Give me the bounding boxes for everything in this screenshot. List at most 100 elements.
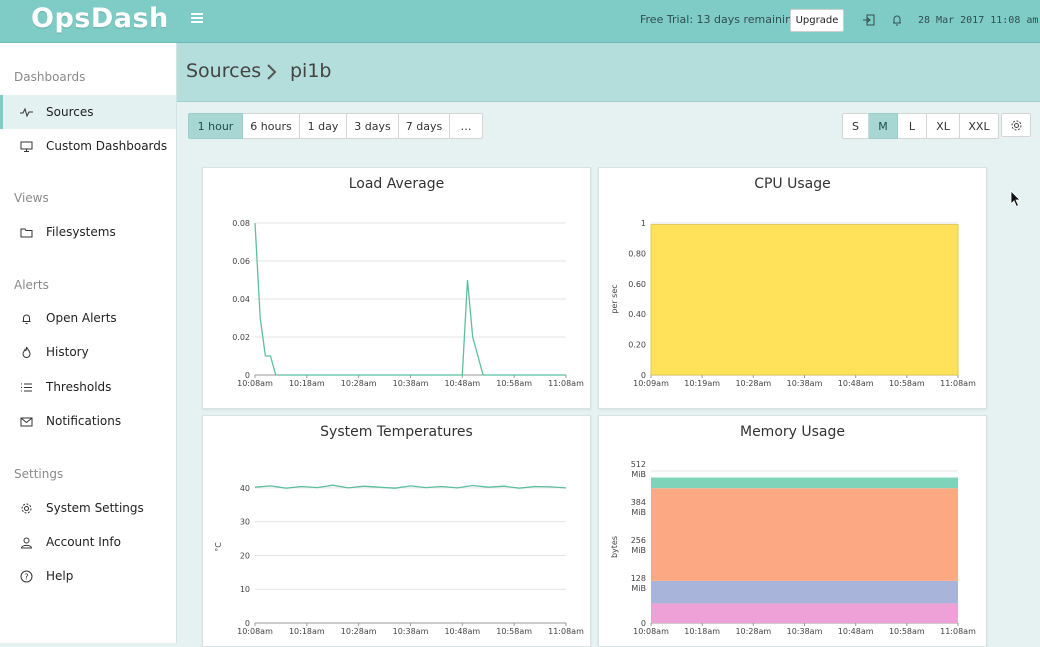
sidebar-item-notifications[interactable]: Notifications [0, 404, 176, 438]
series-area [651, 603, 958, 623]
chart-card-cpu-usage: CPU Usage 0 0.20 0.40 0.60 0.80 1 10:09am 10:19… [598, 167, 987, 409]
page-header: Sources pi1b [177, 43, 1040, 102]
gear-icon [21, 503, 32, 514]
y-tick-label: 1 [641, 219, 646, 228]
x-tick-label: 10:48am [838, 627, 874, 636]
range-1-hour[interactable]: 1 hour [188, 113, 243, 139]
y-tick-label: 40 [240, 484, 250, 493]
chart-card-load-average: Load Average 0 0.02 0.04 0.06 0.08 10:08am 10:… [202, 167, 591, 409]
y-tick-label: 0.60 [628, 280, 646, 289]
x-tick-label: 10:58am [496, 379, 532, 388]
sidebar-item-thresholds[interactable]: Thresholds [0, 370, 176, 404]
x-tick-label: 10:28am [735, 627, 771, 636]
pulse-icon [20, 107, 33, 118]
y-axis-label: °C [214, 542, 223, 552]
sidebar-item-label: System Settings [46, 501, 144, 515]
load-average-chart[interactable]: 0 0.02 0.04 0.06 0.08 10:08am 10:18am 10:28am 10… [203, 168, 590, 408]
folder-icon [20, 228, 33, 238]
series-area [650, 224, 959, 376]
sidebar-item-label: History [46, 345, 89, 359]
sidebar-item-sources[interactable]: Sources [0, 95, 176, 129]
size-xxl[interactable]: XXL [960, 113, 999, 139]
chart-title: Load Average [348, 176, 445, 192]
section-heading-dashboards: Dashboards [14, 70, 86, 84]
sidebar-item-account-info[interactable]: Account Info [0, 525, 176, 559]
mouse-cursor-icon [1010, 190, 1021, 208]
x-tick-label: 10:18am [289, 379, 325, 388]
range-more[interactable]: … [450, 113, 483, 139]
section-heading-settings: Settings [14, 467, 64, 481]
logout-icon[interactable] [862, 13, 876, 27]
range-1-day[interactable]: 1 day [300, 113, 347, 139]
section-heading-views: Views [14, 191, 49, 205]
chart-settings-button[interactable] [1001, 113, 1031, 137]
size-l[interactable]: L [898, 113, 927, 139]
series-line [254, 222, 566, 376]
gear-icon [1011, 120, 1021, 130]
sidebar-item-open-alerts[interactable]: Open Alerts [0, 301, 176, 335]
range-3-days[interactable]: 3 days [347, 113, 399, 139]
x-tick-label: 10:18am [684, 627, 720, 636]
sidebar: Dashboards Sources Custom Dashboards Vie… [0, 43, 177, 643]
logo[interactable]: OpsDash [31, 3, 169, 34]
y-tick-label: 0.08 [232, 219, 250, 228]
series-area [651, 477, 958, 489]
system-temperatures-chart[interactable]: 0 10 20 30 40 10:08am 10:18am 10:28am 10:38am 10:… [203, 416, 590, 646]
x-tick-label: 10:48am [838, 379, 874, 388]
size-m[interactable]: M [869, 113, 898, 139]
y-tick-label: 256 MiB [631, 536, 646, 555]
sidebar-item-history[interactable]: History [0, 335, 176, 369]
flame-icon [22, 346, 31, 358]
range-6-hours[interactable]: 6 hours [243, 113, 300, 139]
x-tick-label: 10:38am [787, 379, 823, 388]
top-bar: OpsDash Free Trial: 13 days remaining. U… [0, 0, 1040, 43]
y-axis-label: per sec [610, 284, 619, 313]
range-7-days[interactable]: 7 days [399, 113, 450, 139]
sidebar-item-label: Help [46, 569, 74, 583]
current-datetime: 28 Mar 2017 11:08 am [918, 15, 1039, 26]
y-tick-label: 0.80 [628, 249, 646, 258]
series-area [651, 488, 958, 581]
y-tick-label: 384 MiB [631, 498, 646, 517]
cpu-usage-chart[interactable]: 0 0.20 0.40 0.60 0.80 1 10:09am 10:19am 10:28am 1… [599, 168, 986, 408]
x-tick-label: 10:48am [444, 627, 480, 636]
memory-usage-chart[interactable]: 0 128 MiB 256 MiB 384 MiB 512 MiB 10:08am 10:18am 1… [599, 416, 986, 646]
y-tick-label: 10 [240, 585, 250, 594]
x-tick-label: 10:28am [735, 379, 771, 388]
x-tick-label: 10:18am [289, 627, 325, 636]
hamburger-menu-icon[interactable] [191, 13, 203, 25]
sidebar-item-system-settings[interactable]: System Settings [0, 491, 176, 525]
sidebar-item-custom-dashboards[interactable]: Custom Dashboards [0, 129, 176, 163]
y-tick-label: 512 MiB [631, 460, 646, 479]
breadcrumb-current: pi1b [290, 60, 332, 82]
sidebar-item-help[interactable]: ? Help [0, 559, 176, 593]
size-xl[interactable]: XL [927, 113, 960, 139]
user-icon [20, 537, 33, 549]
x-tick-label: 11:08am [548, 627, 584, 636]
series-line [254, 484, 567, 489]
x-tick-label: 10:58am [889, 379, 925, 388]
x-tick-label: 10:38am [393, 379, 429, 388]
y-tick-label: 0 [641, 371, 646, 380]
y-tick-label: 0.02 [232, 333, 250, 342]
y-tick-label: 20 [240, 551, 250, 560]
size-s[interactable]: S [842, 113, 869, 139]
y-tick-label: 30 [240, 518, 250, 527]
x-tick-label: 10:08am [633, 627, 669, 636]
x-tick-label: 11:08am [940, 379, 976, 388]
envelope-icon [20, 417, 33, 427]
bell-icon[interactable] [890, 13, 904, 27]
y-tick-label: 0.04 [232, 295, 250, 304]
x-tick-label: 10:48am [444, 379, 480, 388]
x-tick-label: 10:28am [341, 627, 377, 636]
chart-title: System Temperatures [320, 424, 473, 440]
sidebar-item-filesystems[interactable]: Filesystems [0, 215, 176, 249]
y-tick-label: 0 [245, 371, 250, 380]
sidebar-item-label: Sources [46, 105, 94, 119]
x-tick-label: 10:09am [633, 379, 669, 388]
y-tick-label: 0.06 [232, 257, 250, 266]
breadcrumb-root[interactable]: Sources [186, 60, 262, 82]
chart-card-system-temperatures: System Temperatures 0 10 20 30 40 10:08am 10:1… [202, 415, 591, 647]
upgrade-button[interactable]: Upgrade [790, 9, 844, 32]
y-tick-label: 128 MiB [631, 574, 646, 593]
